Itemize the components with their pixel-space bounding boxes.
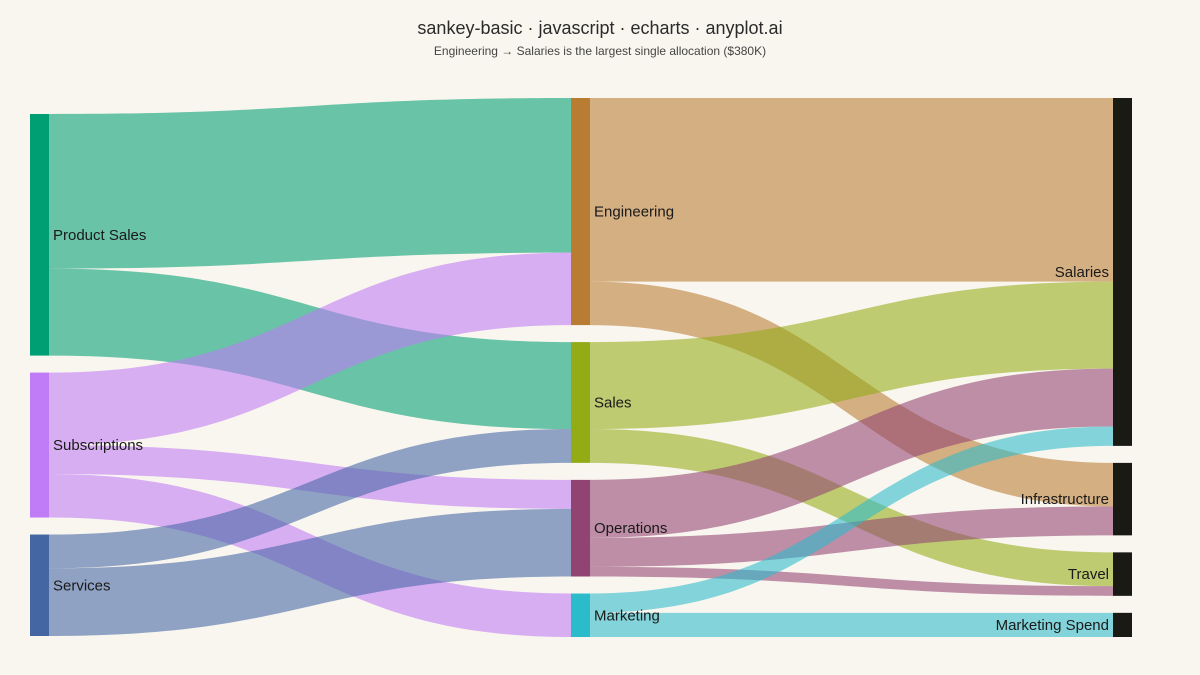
link-services-to-operations[interactable] (49, 508, 571, 636)
link-sales-to-salaries[interactable] (590, 281, 1113, 430)
node-label-sales: Sales (594, 394, 632, 411)
node-label-salaries: Salaries (1055, 264, 1109, 281)
sankey-links (49, 98, 1113, 637)
node-operations[interactable] (571, 479, 590, 577)
sankey-nodes (30, 98, 1132, 637)
chart-title: sankey-basic · javascript · echarts · an… (417, 18, 783, 38)
node-label-travel: Travel (1068, 566, 1109, 583)
link-operations-to-infrastructure[interactable] (590, 506, 1113, 567)
link-subscriptions-to-operations[interactable] (49, 445, 571, 509)
link-services-to-sales[interactable] (49, 429, 571, 569)
link-product-sales-to-engineering[interactable] (49, 98, 571, 269)
node-label-marketing-spend: Marketing Spend (996, 617, 1109, 634)
node-label-marketing: Marketing (594, 607, 660, 624)
node-engineering[interactable] (571, 98, 590, 326)
node-marketing-spend[interactable] (1113, 612, 1132, 637)
link-operations-to-salaries[interactable] (590, 368, 1113, 538)
node-infrastructure[interactable] (1113, 462, 1132, 536)
link-marketing-to-marketing-spend[interactable] (590, 612, 1113, 637)
node-sales[interactable] (571, 342, 590, 463)
node-label-engineering: Engineering (594, 204, 674, 221)
node-services[interactable] (30, 534, 49, 636)
node-marketing[interactable] (571, 593, 590, 637)
node-subscriptions[interactable] (30, 372, 49, 518)
chart-subtitle: Engineering → Salaries is the largest si… (433, 44, 767, 58)
node-salaries[interactable] (1113, 98, 1132, 446)
node-label-operations: Operations (594, 520, 667, 537)
node-label-infrastructure: Infrastructure (1021, 491, 1109, 508)
sankey-labels: Product Sales Subscriptions Services Engine… (53, 204, 1109, 634)
link-operations-to-travel[interactable] (590, 566, 1113, 596)
node-label-subscriptions: Subscriptions (53, 437, 143, 454)
node-label-product-sales: Product Sales (53, 227, 146, 244)
node-product-sales[interactable] (30, 114, 49, 356)
link-subscriptions-to-engineering[interactable] (49, 252, 571, 446)
node-label-services: Services (53, 577, 111, 594)
link-marketing-to-salaries[interactable] (590, 426, 1113, 613)
link-engineering-to-salaries[interactable] (590, 98, 1113, 282)
node-travel[interactable] (1113, 552, 1132, 596)
